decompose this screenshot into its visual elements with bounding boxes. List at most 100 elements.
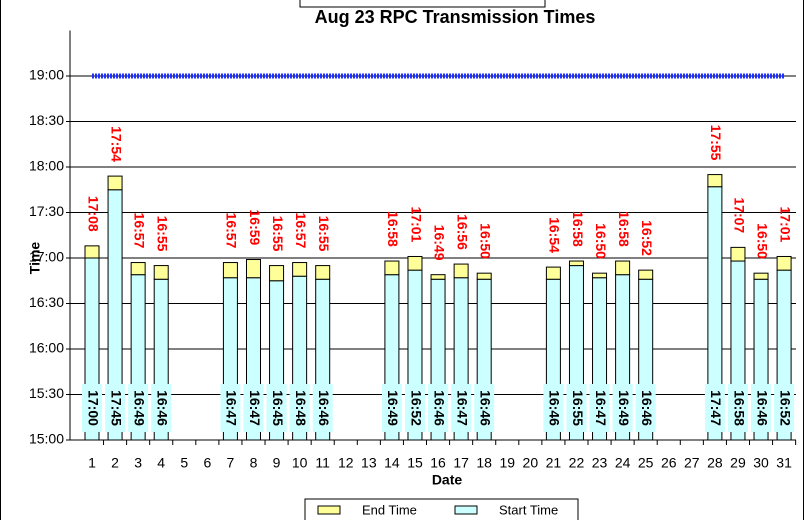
x-tick-label: 30: [753, 455, 769, 471]
start-label: 17:00: [85, 390, 101, 426]
x-tick-label: 17: [453, 455, 469, 471]
x-tick-label: 28: [707, 455, 723, 471]
start-label: 16:46: [316, 390, 332, 426]
end-label: 16:49: [431, 225, 447, 261]
start-label: 16:52: [777, 390, 793, 426]
end-label: 16:50: [477, 223, 493, 259]
x-tick-label: 20: [523, 455, 539, 471]
start-label-bg: [128, 384, 149, 432]
x-tick-label: 2: [111, 455, 119, 471]
end-label: 16:57: [131, 213, 147, 249]
y-axis-label: Time: [27, 242, 43, 275]
x-tick-label: 5: [180, 455, 188, 471]
start-label: 16:49: [385, 390, 401, 426]
end-label: 16:50: [593, 223, 609, 259]
x-tick-label: 24: [615, 455, 631, 471]
x-tick-label: 1: [88, 455, 96, 471]
end-label: 17:55: [708, 125, 724, 161]
bar-end: [707, 174, 723, 188]
top-box: [299, 0, 546, 8]
bar-end: [453, 263, 469, 279]
x-tick-label: 6: [203, 455, 211, 471]
start-label: 16:45: [270, 390, 286, 426]
start-label-bg: [151, 384, 172, 432]
x-tick-label: 23: [592, 455, 608, 471]
end-label: 16:55: [270, 216, 286, 252]
start-label: 16:47: [593, 390, 609, 426]
start-label-bg: [474, 384, 495, 432]
start-label-bg: [220, 384, 241, 432]
y-tick-label: 19:00: [29, 67, 64, 83]
bar-end: [545, 266, 561, 280]
bar-end: [384, 260, 400, 276]
legend-label: End Time: [362, 502, 417, 517]
end-label: 17:01: [777, 206, 793, 242]
x-tick-label: 8: [250, 455, 258, 471]
x-tick-label: 11: [315, 455, 330, 471]
start-label-bg: [428, 384, 449, 432]
y-tick-label: 18:30: [29, 112, 64, 128]
bar-end: [753, 272, 769, 280]
start-label-bg: [381, 384, 402, 432]
x-tick-label: 26: [661, 455, 677, 471]
end-label: 16:50: [754, 223, 770, 259]
bar-end: [107, 175, 123, 191]
x-tick-label: 12: [338, 455, 354, 471]
x-tick-label: 21: [546, 455, 562, 471]
x-axis-label: Date: [432, 472, 463, 488]
end-label: 16:55: [155, 216, 171, 252]
start-label-bg: [727, 384, 748, 432]
end-label: 16:54: [547, 217, 563, 253]
legend: [304, 498, 579, 520]
bar-end: [222, 262, 238, 279]
x-tick-label: 29: [730, 455, 746, 471]
start-label: 16:49: [616, 390, 632, 426]
bar-end: [84, 245, 100, 259]
x-tick-label: 7: [227, 455, 235, 471]
end-label: 17:01: [408, 206, 424, 242]
y-tick-label: 16:00: [29, 340, 64, 356]
start-label: 16:46: [754, 390, 770, 426]
end-label: 16:58: [616, 211, 632, 247]
start-label: 16:46: [639, 390, 655, 426]
x-tick-label: 19: [499, 455, 515, 471]
x-tick-label: 3: [134, 455, 142, 471]
start-label-bg: [566, 384, 587, 432]
y-tick-label: 17:30: [29, 203, 64, 219]
y-tick-label: 15:00: [29, 431, 64, 447]
bar-end: [615, 260, 631, 276]
start-label-bg: [751, 384, 772, 432]
x-tick-label: 13: [361, 455, 377, 471]
end-label: 16:57: [224, 213, 240, 249]
end-label: 16:52: [639, 220, 655, 256]
x-tick-label: 16: [430, 455, 446, 471]
start-label: 16:48: [293, 390, 309, 426]
bar-end: [430, 274, 446, 280]
y-tick-label: 15:30: [29, 385, 64, 401]
end-label: 16:58: [570, 211, 586, 247]
x-tick-label: 25: [638, 455, 654, 471]
legend-swatch: [317, 505, 341, 515]
bar-end: [269, 265, 285, 282]
x-tick-label: 15: [407, 455, 423, 471]
chart-title: Aug 23 RPC Transmission Times: [315, 7, 596, 27]
start-label: 16:58: [731, 390, 747, 426]
start-label: 17:45: [108, 390, 124, 426]
y-tick-label: 16:30: [29, 294, 64, 310]
bar-end: [407, 255, 423, 271]
bar-end: [776, 255, 792, 271]
bar-end: [153, 265, 169, 280]
bar-end: [730, 246, 746, 262]
start-label: 16:47: [454, 390, 470, 426]
end-label: 17:54: [108, 126, 124, 162]
x-tick-label: 31: [776, 455, 792, 471]
y-tick-label: 17:00: [29, 249, 64, 265]
start-label-bg: [704, 384, 725, 432]
end-label: 16:56: [454, 214, 470, 250]
legend-swatch: [454, 505, 478, 515]
end-label: 16:59: [247, 210, 263, 246]
start-label-bg: [82, 384, 102, 432]
start-label: 16:46: [431, 390, 447, 426]
end-label: 16:58: [385, 211, 401, 247]
